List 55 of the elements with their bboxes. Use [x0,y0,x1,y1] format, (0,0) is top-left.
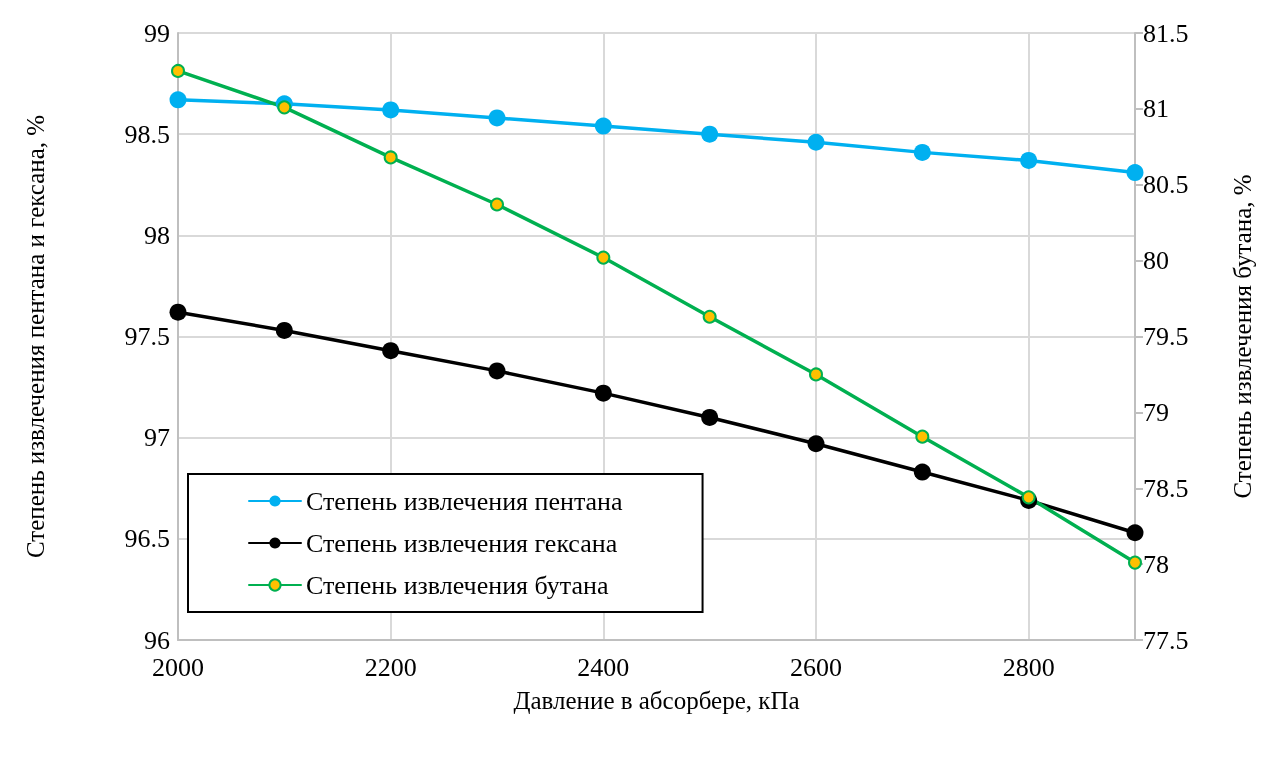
point [277,100,292,115]
point [488,362,506,380]
x-tick-label: 2200 [364,652,417,682]
y-tick-label: 96 [144,625,170,655]
y2-tick-label: 78.5 [1143,473,1189,503]
legend-label: Степень извлечения бутана [306,570,609,600]
point [701,408,719,426]
point [169,303,187,321]
point [1128,555,1142,570]
y2-tick-label: 81.5 [1143,18,1189,48]
point [275,321,293,339]
point [913,143,931,161]
point [701,125,719,143]
point [490,197,504,212]
x-tick-label: 2400 [577,652,630,682]
y2-tick-label: 80 [1143,246,1169,276]
y-tick-label: 96.5 [124,524,170,554]
point [702,309,717,324]
point [809,367,823,382]
x-tick-label: 2600 [790,652,842,682]
y2-tick-label: 78 [1143,549,1169,579]
point [169,91,187,109]
point [1020,151,1038,169]
y-tick-label: 98 [144,220,170,250]
point [383,150,398,165]
y-tick-label: 97.5 [124,322,170,351]
y-tick-label: 98.5 [124,119,170,149]
x-tick-label: 2800 [1002,652,1055,682]
point [596,250,611,265]
point [1126,164,1144,182]
y2-tick-label: 80.5 [1143,170,1189,200]
y2-tick-label: 79 [1143,397,1169,427]
point [807,133,825,151]
y2-axis-title: Степень извлечения бутана, % [1229,174,1256,499]
y-tick-label: 97 [144,423,170,453]
y2-tick-label: 81 [1143,94,1169,124]
x-tick-label: 2000 [152,652,204,682]
point [915,429,930,444]
y2-tick-label: 77.5 [1143,625,1189,655]
y2-tick-label: 79.5 [1143,322,1189,351]
point [382,342,400,360]
point [1126,524,1144,542]
point [382,101,400,119]
point [594,384,612,402]
point [1021,490,1036,505]
point [171,63,185,78]
y-axis-title: Степень извлечения пентана и гексана, % [22,114,49,559]
point [807,435,825,453]
legend-label: Степень извлечения гексана [306,528,618,558]
point [913,463,931,481]
x-axis-title: Давление в абсорбере, кПа [513,687,800,714]
point [488,109,506,127]
y-tick-label: 99 [144,18,170,48]
point [594,117,612,135]
legend-label: Степень извлечения пентана [306,486,624,516]
